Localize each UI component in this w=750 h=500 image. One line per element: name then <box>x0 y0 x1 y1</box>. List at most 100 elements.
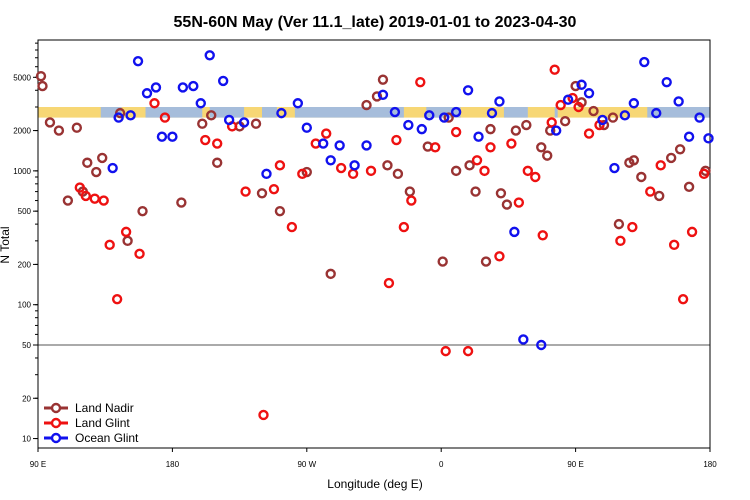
data-point <box>471 155 483 166</box>
data-point <box>607 112 619 123</box>
y-tick-label: 100 <box>18 301 32 310</box>
data-point <box>240 186 251 197</box>
data-point <box>636 171 647 183</box>
data-point <box>365 165 377 177</box>
data-point <box>588 105 599 117</box>
data-point <box>510 125 522 136</box>
data-point <box>674 144 686 155</box>
data-point <box>111 293 123 305</box>
data-point <box>686 226 698 238</box>
data-point <box>645 186 656 197</box>
data-point <box>698 168 710 180</box>
band-ocean <box>554 107 558 118</box>
data-point <box>615 235 626 247</box>
y-axis: 10 20 50 100 200 500 1000 2000 5000 <box>13 42 38 444</box>
y-tick-label: 50 <box>22 341 31 350</box>
x-tick-label: 90 W <box>297 460 316 469</box>
data-point <box>542 150 553 161</box>
data-point <box>549 64 560 75</box>
legend-item: Land Glint <box>44 416 130 430</box>
data-point <box>470 186 481 197</box>
data-point <box>485 123 496 135</box>
data-point <box>156 131 168 142</box>
data-point <box>361 99 372 111</box>
data-point <box>627 221 638 233</box>
data-point <box>150 82 162 93</box>
data-point <box>522 165 534 177</box>
data-point <box>149 98 160 109</box>
data-point <box>120 226 132 238</box>
data-point <box>132 55 144 67</box>
data-point <box>424 110 435 121</box>
data-point <box>349 160 360 171</box>
data-point <box>562 94 574 105</box>
x-tick-label: 180 <box>703 460 717 469</box>
band-ocean <box>262 107 277 118</box>
data-point <box>211 138 223 149</box>
x-tick-label: 0 <box>439 460 444 469</box>
data-point <box>530 171 541 183</box>
data-point <box>464 160 475 171</box>
data-point <box>74 182 86 193</box>
data-point <box>335 162 347 174</box>
band-ocean <box>647 107 710 118</box>
legend-swatch-marker <box>50 402 62 414</box>
data-point <box>450 126 462 138</box>
data-point <box>98 195 109 206</box>
data-point <box>494 251 505 262</box>
band-ocean <box>145 107 203 118</box>
data-point <box>628 155 640 166</box>
band-ocean <box>426 107 461 118</box>
x-tick-label: 90 E <box>30 460 46 469</box>
data-point <box>654 190 665 202</box>
data-point <box>665 152 677 164</box>
data-point <box>486 107 498 119</box>
latitude-band <box>38 107 710 118</box>
data-point <box>506 138 517 149</box>
data-point <box>113 112 124 123</box>
data-point <box>274 205 286 217</box>
data-point <box>501 199 513 210</box>
data-point <box>536 339 547 351</box>
data-point <box>177 82 189 93</box>
data-point <box>91 166 102 178</box>
data-point <box>570 80 581 92</box>
data-point <box>391 134 402 146</box>
band-ocean <box>209 107 245 118</box>
data-point <box>71 122 83 133</box>
y-tick-label: 1000 <box>13 167 31 176</box>
data-point <box>406 195 417 206</box>
data-point <box>537 230 548 241</box>
data-point <box>107 162 118 174</box>
data-point <box>104 239 115 251</box>
data-point <box>334 140 345 151</box>
data-point <box>297 168 308 180</box>
data-point <box>403 119 414 131</box>
y-tick-label: 20 <box>22 394 31 403</box>
data-point <box>583 128 595 139</box>
data-point <box>261 168 272 180</box>
data-point <box>62 195 74 206</box>
band-ocean <box>503 107 528 118</box>
data-point <box>598 119 610 131</box>
data-point <box>292 98 304 109</box>
data-point <box>655 160 666 171</box>
data-point <box>509 226 520 238</box>
data-point <box>573 101 584 113</box>
x-tick-label: 90 E <box>567 460 583 469</box>
data-point <box>440 345 451 357</box>
data-point <box>382 160 393 171</box>
y-tick-label: 200 <box>18 260 32 269</box>
data-point <box>204 50 215 61</box>
legend-label: Land Nadir <box>75 401 134 415</box>
data-point <box>371 91 383 102</box>
data-point <box>134 248 145 260</box>
data-point <box>443 112 454 123</box>
data-point <box>438 112 450 123</box>
data-point <box>377 74 389 85</box>
data-point <box>619 110 631 121</box>
band-ocean <box>100 107 122 118</box>
data-point <box>555 99 566 111</box>
